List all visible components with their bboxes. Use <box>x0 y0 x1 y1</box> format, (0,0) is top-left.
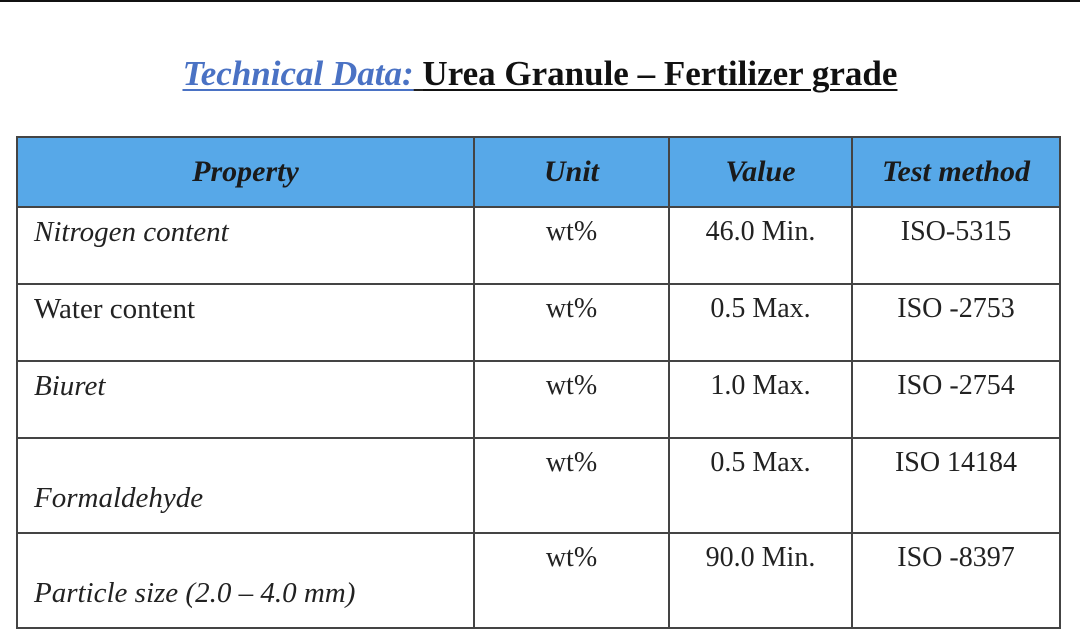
table-row: Biuret wt% 1.0 Max. ISO -2754 <box>16 360 1061 439</box>
unit-cell: wt% <box>473 283 670 362</box>
test-method-cell: ISO -2753 <box>851 283 1061 362</box>
value-cell: 90.0 Min. <box>668 532 853 629</box>
title-text: Urea Granule – Fertilizer grade <box>422 54 898 93</box>
property-cell: Particle size (2.0 – 4.0 mm) <box>16 532 475 629</box>
table-row: Formaldehyde wt% 0.5 Max. ISO 14184 <box>16 437 1061 534</box>
property-cell: Nitrogen content <box>16 206 475 285</box>
table-row: Nitrogen content wt% 46.0 Min. ISO-5315 <box>16 206 1061 285</box>
property-cell: Biuret <box>16 360 475 439</box>
header-property: Property <box>16 136 475 208</box>
table-header-row: Property Unit Value Test method <box>16 136 1061 208</box>
technical-data-table: Property Unit Value Test method Nitrogen… <box>16 136 1061 629</box>
value-cell: 0.5 Max. <box>668 283 853 362</box>
test-method-cell: ISO -8397 <box>851 532 1061 629</box>
property-cell: Formaldehyde <box>16 437 475 534</box>
unit-cell: wt% <box>473 206 670 285</box>
value-cell: 46.0 Min. <box>668 206 853 285</box>
top-rule <box>0 0 1080 2</box>
unit-cell: wt% <box>473 437 670 534</box>
title-label: Technical Data: <box>182 54 414 93</box>
unit-cell: wt% <box>473 532 670 629</box>
unit-cell: wt% <box>473 360 670 439</box>
test-method-cell: ISO-5315 <box>851 206 1061 285</box>
test-method-cell: ISO -2754 <box>851 360 1061 439</box>
header-unit: Unit <box>473 136 670 208</box>
table-row: Particle size (2.0 – 4.0 mm) wt% 90.0 Mi… <box>16 532 1061 629</box>
property-cell: Water content <box>16 283 475 362</box>
table-row: Water content wt% 0.5 Max. ISO -2753 <box>16 283 1061 362</box>
document-title: Technical Data: Urea Granule – Fertilize… <box>0 54 1080 94</box>
test-method-cell: ISO 14184 <box>851 437 1061 534</box>
value-cell: 1.0 Max. <box>668 360 853 439</box>
value-cell: 0.5 Max. <box>668 437 853 534</box>
header-value: Value <box>668 136 853 208</box>
header-test-method: Test method <box>851 136 1061 208</box>
